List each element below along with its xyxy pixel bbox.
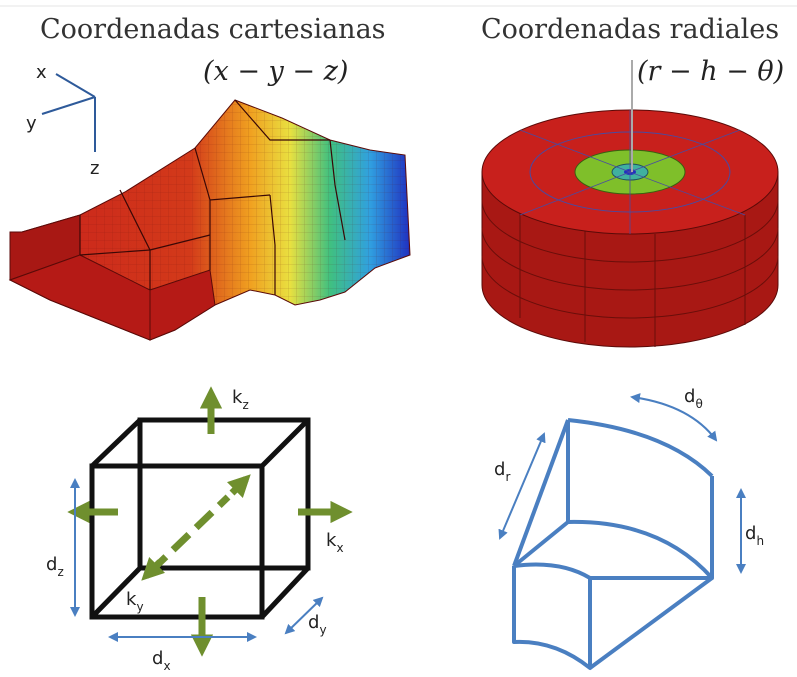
radial-coords-math: (r − h − θ): [637, 56, 784, 87]
dr-dimension-arrow: [498, 432, 546, 540]
ky-arrow-shaft: [147, 494, 231, 575]
kz-label: kz: [232, 387, 249, 412]
cube-dimensions: [70, 478, 324, 642]
sector-bottom-inner-arc: [513, 562, 592, 580]
dz-label: dz: [46, 554, 64, 579]
dtheta-dimension-arrow: [630, 393, 718, 442]
cube-element: [89, 417, 311, 620]
y-axis-label: y: [26, 113, 37, 134]
ky-label: ky: [126, 589, 144, 614]
radial-sector-element: [512, 418, 714, 670]
ky-arrow-tail: [141, 556, 166, 581]
x-axis-label: x: [36, 62, 47, 83]
sector-front-face: [512, 566, 592, 670]
radial-cylinder: [481, 60, 779, 348]
dtheta-label: dθ: [684, 386, 703, 411]
dx-label: dx: [152, 648, 171, 673]
axis-triad: [41, 73, 96, 152]
cartesian-title: Coordenadas cartesianas: [40, 14, 386, 45]
sector-mid-arc: [567, 519, 714, 580]
y-axis-line: [41, 96, 96, 115]
sector-top-outer-arc: [567, 418, 714, 478]
dy-label: dy: [308, 612, 327, 637]
ky-arrow-head: [226, 474, 251, 499]
z-axis-label: z: [90, 158, 99, 179]
radial-title: Coordenadas radiales: [481, 14, 779, 45]
dy-dimension-arrow: [284, 596, 324, 635]
x-axis-line: [55, 73, 96, 98]
sector-dimensions: [498, 393, 746, 574]
dh-label: dh: [745, 523, 764, 548]
flux-arrows: [67, 386, 353, 657]
dr-label: dr: [494, 459, 510, 484]
cartesian-mesh: [8, 99, 411, 341]
kx-label: kx: [326, 530, 344, 555]
cartesian-coords-math: (x − y − z): [203, 56, 348, 87]
